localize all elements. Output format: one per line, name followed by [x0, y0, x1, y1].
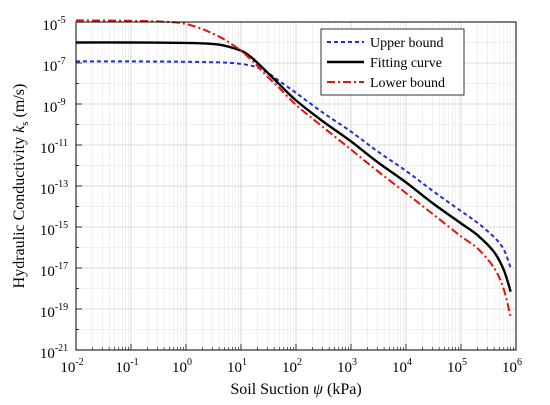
- upper-bound-line: [75, 60, 512, 269]
- y-tick-label: 10-19: [40, 302, 68, 321]
- y-tick-labels: 10-5 10-7 10-9 10-11 10-13 10-15 10-17 10-19 10-…: [40, 15, 68, 362]
- fitting-curve-line: [75, 41, 512, 293]
- x-axis-label: Soil Suction ψ (kPa): [230, 381, 361, 398]
- legend-label-lower-bound: Lower bound: [370, 76, 445, 91]
- x-tick-label: 10-1: [115, 357, 138, 376]
- x-tick-label: 102: [282, 357, 302, 376]
- lower-bound-line: [75, 19, 512, 318]
- legend-label-upper-bound: Upper bound: [370, 36, 444, 51]
- y-tick-label: 10-9: [42, 97, 65, 116]
- axis-ticks: [75, 42, 514, 351]
- x-tick-label: 106: [502, 357, 522, 376]
- y-tick-label: 10-21: [40, 343, 68, 362]
- legend-label-fitting-curve: Fitting curve: [370, 56, 442, 71]
- y-axis-label: Hydraulic Conductivity ks (m/s): [11, 84, 31, 289]
- y-tick-label: 10-7: [42, 56, 65, 75]
- y-tick-label: 10-11: [40, 138, 68, 157]
- y-tick-label: 10-13: [40, 179, 68, 198]
- x-tick-label: 10-2: [60, 357, 83, 376]
- legend: Upper bound Fitting curve Lower bound: [320, 28, 465, 96]
- x-tick-label: 101: [227, 357, 247, 376]
- series-lines: [75, 19, 512, 318]
- y-tick-label: 10-17: [40, 261, 68, 280]
- x-tick-label: 104: [392, 357, 412, 376]
- x-tick-label: 100: [172, 357, 192, 376]
- x-tick-label: 103: [337, 357, 357, 376]
- y-tick-label: 10-15: [40, 220, 68, 239]
- x-tick-labels: 10-2 10-1 100 101 102 103 104 105 106: [60, 357, 522, 376]
- y-tick-label: 10-5: [42, 15, 65, 34]
- x-tick-label: 105: [447, 357, 467, 376]
